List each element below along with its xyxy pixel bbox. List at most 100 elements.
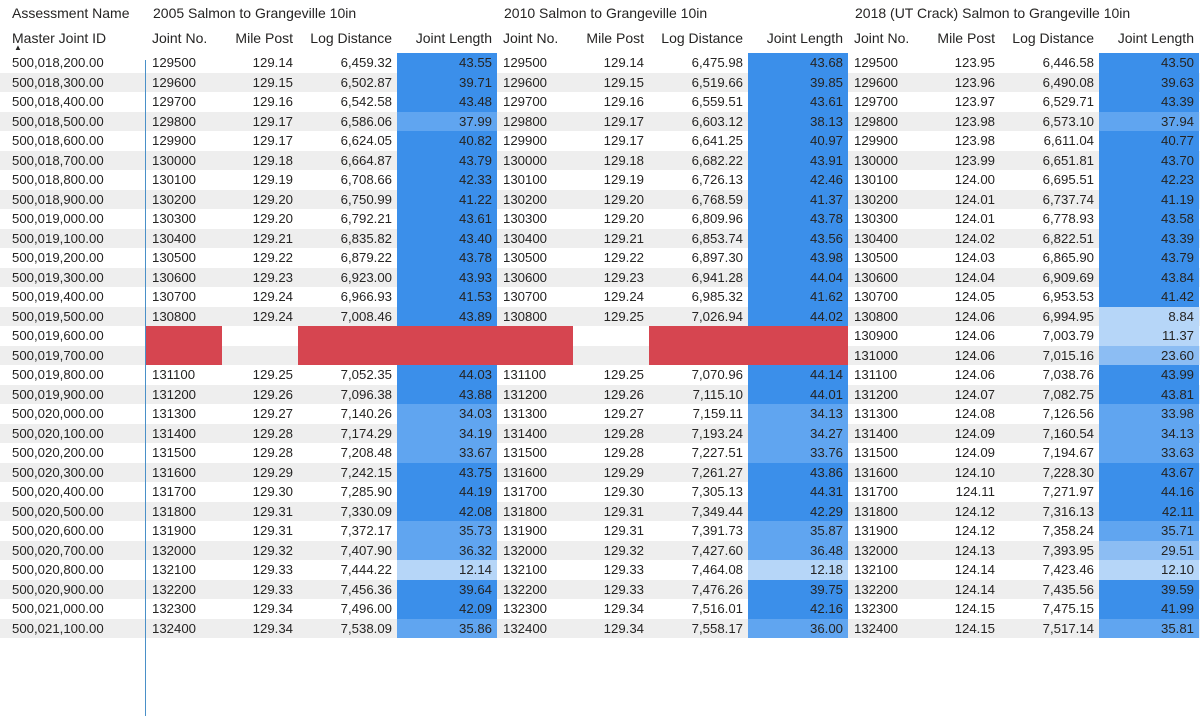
table-row[interactable]: 500,019,700.00 131000 124.06 7,015.16 23.60	[0, 345, 1200, 365]
group-header-2010[interactable]: 2010 Salmon to Grangeville 10in	[504, 5, 708, 21]
table-row[interactable]: 500,020,100.00 131400 129.28 7,174.29 34.19 1…	[0, 423, 1200, 443]
table-row[interactable]: 500,021,000.00 132300 129.34 7,496.00 42.09 1…	[0, 599, 1200, 619]
joint-no-header[interactable]: Joint No.	[503, 30, 559, 46]
log-distance-cell: 6,953.53	[1042, 289, 1094, 304]
table-row[interactable]: 500,019,000.00 130300 129.20 6,792.21 43.61 1…	[0, 209, 1200, 229]
row-header-master-joint-id[interactable]: Master Joint ID	[12, 30, 107, 46]
mile-post-cell: 129.33	[252, 581, 293, 597]
table-row[interactable]: 500,019,400.00 130700 129.24 6,966.93 41.53 1…	[0, 287, 1200, 307]
table-row[interactable]: 500,019,500.00 130800 129.24 7,008.46 43.89 1…	[0, 306, 1200, 326]
log-distance-cell: 7,052.35	[340, 367, 392, 382]
joint-no-cell: 129500	[503, 55, 548, 70]
table-row[interactable]: 500,020,900.00 132200 129.33 7,456.36 39.64 1…	[0, 579, 1200, 599]
joint-no-cell: 131300	[854, 406, 899, 421]
log-distance-cell: 7,159.11	[692, 406, 743, 421]
table-row[interactable]: 500,019,800.00 131100 129.25 7,052.35 44.03 1…	[0, 365, 1200, 385]
joint-no-cell	[497, 326, 573, 346]
table-body: 500,018,200.00 129500 129.14 6,459.32 43.55 1…	[0, 53, 1200, 638]
joint-no-cell: 130100	[152, 172, 197, 187]
group-header-2018[interactable]: 2018 (UT Crack) Salmon to Grangeville 10…	[855, 5, 1131, 21]
master-joint-id-cell: 500,018,200.00	[12, 55, 104, 70]
log-distance-cell: 6,897.30	[691, 250, 743, 265]
table-row[interactable]: 500,019,100.00 130400 129.21 6,835.82 43.40 1…	[0, 228, 1200, 248]
log-distance-cell: 7,330.09	[340, 503, 392, 519]
log-distance-cell: 7,070.96	[691, 367, 743, 382]
table-row[interactable]: 500,020,500.00 131800 129.31 7,330.09 42.08 1…	[0, 501, 1200, 521]
row-header-assessment-name[interactable]: Assessment Name	[12, 5, 130, 21]
table-row[interactable]: 500,021,100.00 132400 129.34 7,538.09 35.86 1…	[0, 618, 1200, 638]
joint-length-cell: 39.75	[748, 579, 848, 599]
joint-length-cell: 43.50	[1099, 53, 1199, 73]
joint-length-header[interactable]: Joint Length	[1117, 30, 1194, 46]
joint-length-cell: 41.19	[1099, 189, 1199, 209]
group-header-2005[interactable]: 2005 Salmon to Grangeville 10in	[153, 5, 357, 21]
matrix-visual: Assessment Name 2005 Salmon to Grangevil…	[0, 0, 1200, 52]
joint-no-cell: 129800	[503, 113, 548, 129]
log-distance-cell: 7,193.24	[691, 425, 743, 441]
mile-post-header[interactable]: Mile Post	[235, 30, 293, 46]
table-row[interactable]: 500,020,000.00 131300 129.27 7,140.26 34.03 1…	[0, 404, 1200, 424]
mile-post-cell: 129.18	[252, 152, 293, 168]
log-distance-cell: 6,603.12	[691, 113, 743, 129]
joint-length-cell	[748, 345, 848, 365]
table-row[interactable]: 500,018,500.00 129800 129.17 6,586.06 37.99 1…	[0, 111, 1200, 131]
header-column-row: Master Joint ID Joint No. Mile Post Log Dis…	[0, 26, 1200, 50]
mile-post-cell: 123.97	[954, 94, 995, 109]
joint-no-header[interactable]: Joint No.	[854, 30, 910, 46]
table-row[interactable]: 500,018,400.00 129700 129.16 6,542.58 43.48 1…	[0, 92, 1200, 112]
mile-post-cell: 129.21	[252, 230, 293, 246]
joint-no-cell: 130500	[503, 250, 548, 265]
table-row[interactable]: 500,020,800.00 132100 129.33 7,444.22 12.14 1…	[0, 560, 1200, 580]
mile-post-cell: 129.30	[603, 484, 644, 499]
joint-length-cell: 43.79	[397, 150, 497, 170]
log-distance-cell: 6,809.96	[691, 211, 743, 226]
table-row[interactable]: 500,020,400.00 131700 129.30 7,285.90 44.19 1…	[0, 482, 1200, 502]
table-row[interactable]: 500,018,800.00 130100 129.19 6,708.66 42.33 1…	[0, 170, 1200, 190]
master-joint-id-cell: 500,020,400.00	[12, 484, 104, 499]
table-row[interactable]: 500,020,700.00 132000 129.32 7,407.90 36.32 1…	[0, 540, 1200, 560]
table-row[interactable]: 500,020,600.00 131900 129.31 7,372.17 35.73 1…	[0, 521, 1200, 541]
joint-length-cell: 43.68	[748, 53, 848, 73]
table-row[interactable]: 500,018,700.00 130000 129.18 6,664.87 43.79 1…	[0, 150, 1200, 170]
log-distance-cell: 6,542.58	[340, 94, 392, 109]
table-row[interactable]: 500,018,200.00 129500 129.14 6,459.32 43.55 1…	[0, 53, 1200, 73]
joint-length-cell: 36.48	[748, 540, 848, 560]
master-joint-id-cell: 500,020,200.00	[12, 445, 104, 460]
joint-length-header[interactable]: Joint Length	[766, 30, 843, 46]
mile-post-header[interactable]: Mile Post	[586, 30, 644, 46]
mile-post-cell: 129.25	[603, 308, 644, 324]
joint-no-cell: 131500	[152, 445, 197, 460]
joint-length-cell: 34.19	[397, 423, 497, 443]
master-joint-id-cell: 500,019,900.00	[12, 386, 104, 402]
joint-length-header[interactable]: Joint Length	[415, 30, 492, 46]
joint-no-cell: 131800	[152, 503, 197, 519]
table-row[interactable]: 500,019,600.00 130900 124.06 7,003.79 11.37	[0, 326, 1200, 346]
master-joint-id-cell: 500,019,300.00	[12, 269, 104, 285]
mile-post-cell: 129.34	[603, 601, 644, 616]
table-row[interactable]: 500,018,900.00 130200 129.20 6,750.99 41.22 1…	[0, 189, 1200, 209]
log-distance-header[interactable]: Log Distance	[310, 30, 392, 46]
joint-no-cell: 132100	[152, 562, 197, 577]
joint-no-cell: 129900	[152, 133, 197, 148]
mile-post-cell: 124.09	[954, 425, 995, 441]
table-row[interactable]: 500,020,200.00 131500 129.28 7,208.48 33.67 1…	[0, 443, 1200, 463]
log-distance-header[interactable]: Log Distance	[661, 30, 743, 46]
mile-post-header[interactable]: Mile Post	[937, 30, 995, 46]
mile-post-cell: 123.95	[954, 55, 995, 70]
log-distance-cell: 7,261.27	[691, 464, 743, 480]
mile-post-cell: 129.29	[603, 464, 644, 480]
joint-no-header[interactable]: Joint No.	[152, 30, 208, 46]
log-distance-header[interactable]: Log Distance	[1012, 30, 1094, 46]
mile-post-cell: 129.20	[603, 211, 644, 226]
sort-ascending-icon[interactable]: ▲	[14, 43, 22, 52]
table-row[interactable]: 500,018,300.00 129600 129.15 6,502.87 39.71 1…	[0, 72, 1200, 92]
table-row[interactable]: 500,019,300.00 130600 129.23 6,923.00 43.93 1…	[0, 267, 1200, 287]
log-distance-cell: 7,285.90	[340, 484, 392, 499]
table-row[interactable]: 500,019,200.00 130500 129.22 6,879.22 43.78 1…	[0, 248, 1200, 268]
table-row[interactable]: 500,020,300.00 131600 129.29 7,242.15 43.75 1…	[0, 462, 1200, 482]
joint-length-cell: 41.22	[397, 189, 497, 209]
table-row[interactable]: 500,018,600.00 129900 129.17 6,624.05 40.82 1…	[0, 131, 1200, 151]
row-header-divider	[145, 60, 146, 716]
table-row[interactable]: 500,019,900.00 131200 129.26 7,096.38 43.88 1…	[0, 384, 1200, 404]
joint-length-cell	[397, 345, 497, 365]
